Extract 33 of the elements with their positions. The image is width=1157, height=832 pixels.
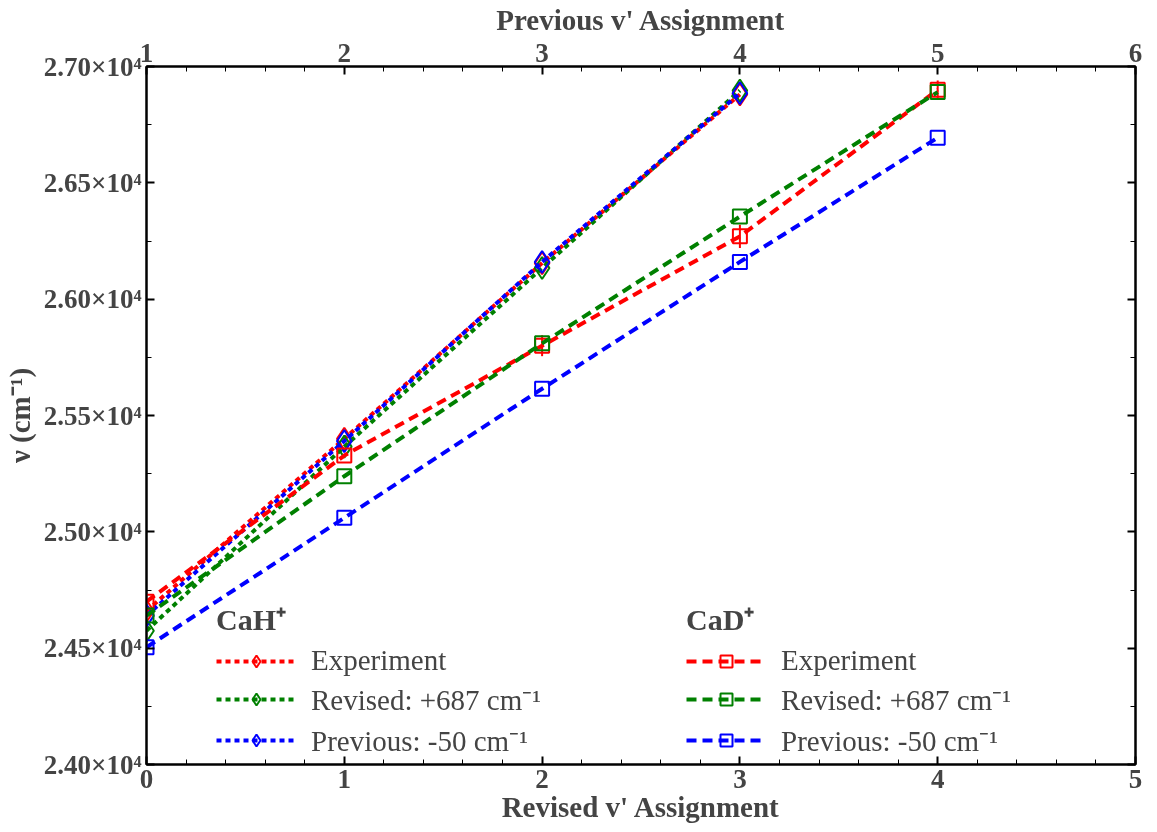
x2-tick-label: 6 — [1128, 37, 1143, 68]
x2-tick-label: 2 — [337, 37, 352, 68]
annotation: CaH⁺ — [216, 602, 287, 638]
legend-label: Revised: +687 cm⁻¹ — [311, 683, 541, 718]
x-tick-label: 4 — [930, 763, 945, 794]
legend-label: Previous: -50 cm⁻¹ — [311, 724, 528, 759]
y-tick-label: 2.65×10⁴ — [43, 167, 142, 198]
y-tick-label: 2.60×10⁴ — [43, 284, 142, 315]
point — [731, 208, 748, 225]
x2-tick-label: 5 — [930, 37, 945, 68]
y-tick-label: 2.45×10⁴ — [43, 633, 142, 664]
x2-axis-title: Previous v' Assignment — [496, 3, 785, 36]
point — [335, 434, 353, 459]
y-tick-label: 2.50×10⁴ — [43, 516, 142, 547]
point — [336, 447, 353, 464]
annotation: CaD⁺ — [686, 602, 756, 638]
legend-label: Revised: +687 cm⁻¹ — [781, 683, 1011, 718]
point — [731, 228, 748, 245]
point — [929, 129, 946, 146]
y-tick-label: 2.55×10⁴ — [43, 400, 142, 431]
x-tick-label: 5 — [1128, 763, 1143, 794]
legend-label: Experiment — [311, 644, 447, 677]
x2-tick-label: 3 — [535, 37, 549, 68]
point — [533, 255, 551, 280]
legend-label: Previous: -50 cm⁻¹ — [781, 724, 998, 759]
point — [534, 380, 551, 397]
point — [336, 509, 353, 526]
y-axis-title: ν (cm⁻¹) — [3, 367, 37, 465]
point — [731, 253, 748, 270]
x2-tick-label: 4 — [733, 37, 747, 68]
point — [336, 468, 353, 485]
legend-label: Experiment — [781, 644, 917, 677]
x-tick-label: 1 — [337, 763, 352, 794]
